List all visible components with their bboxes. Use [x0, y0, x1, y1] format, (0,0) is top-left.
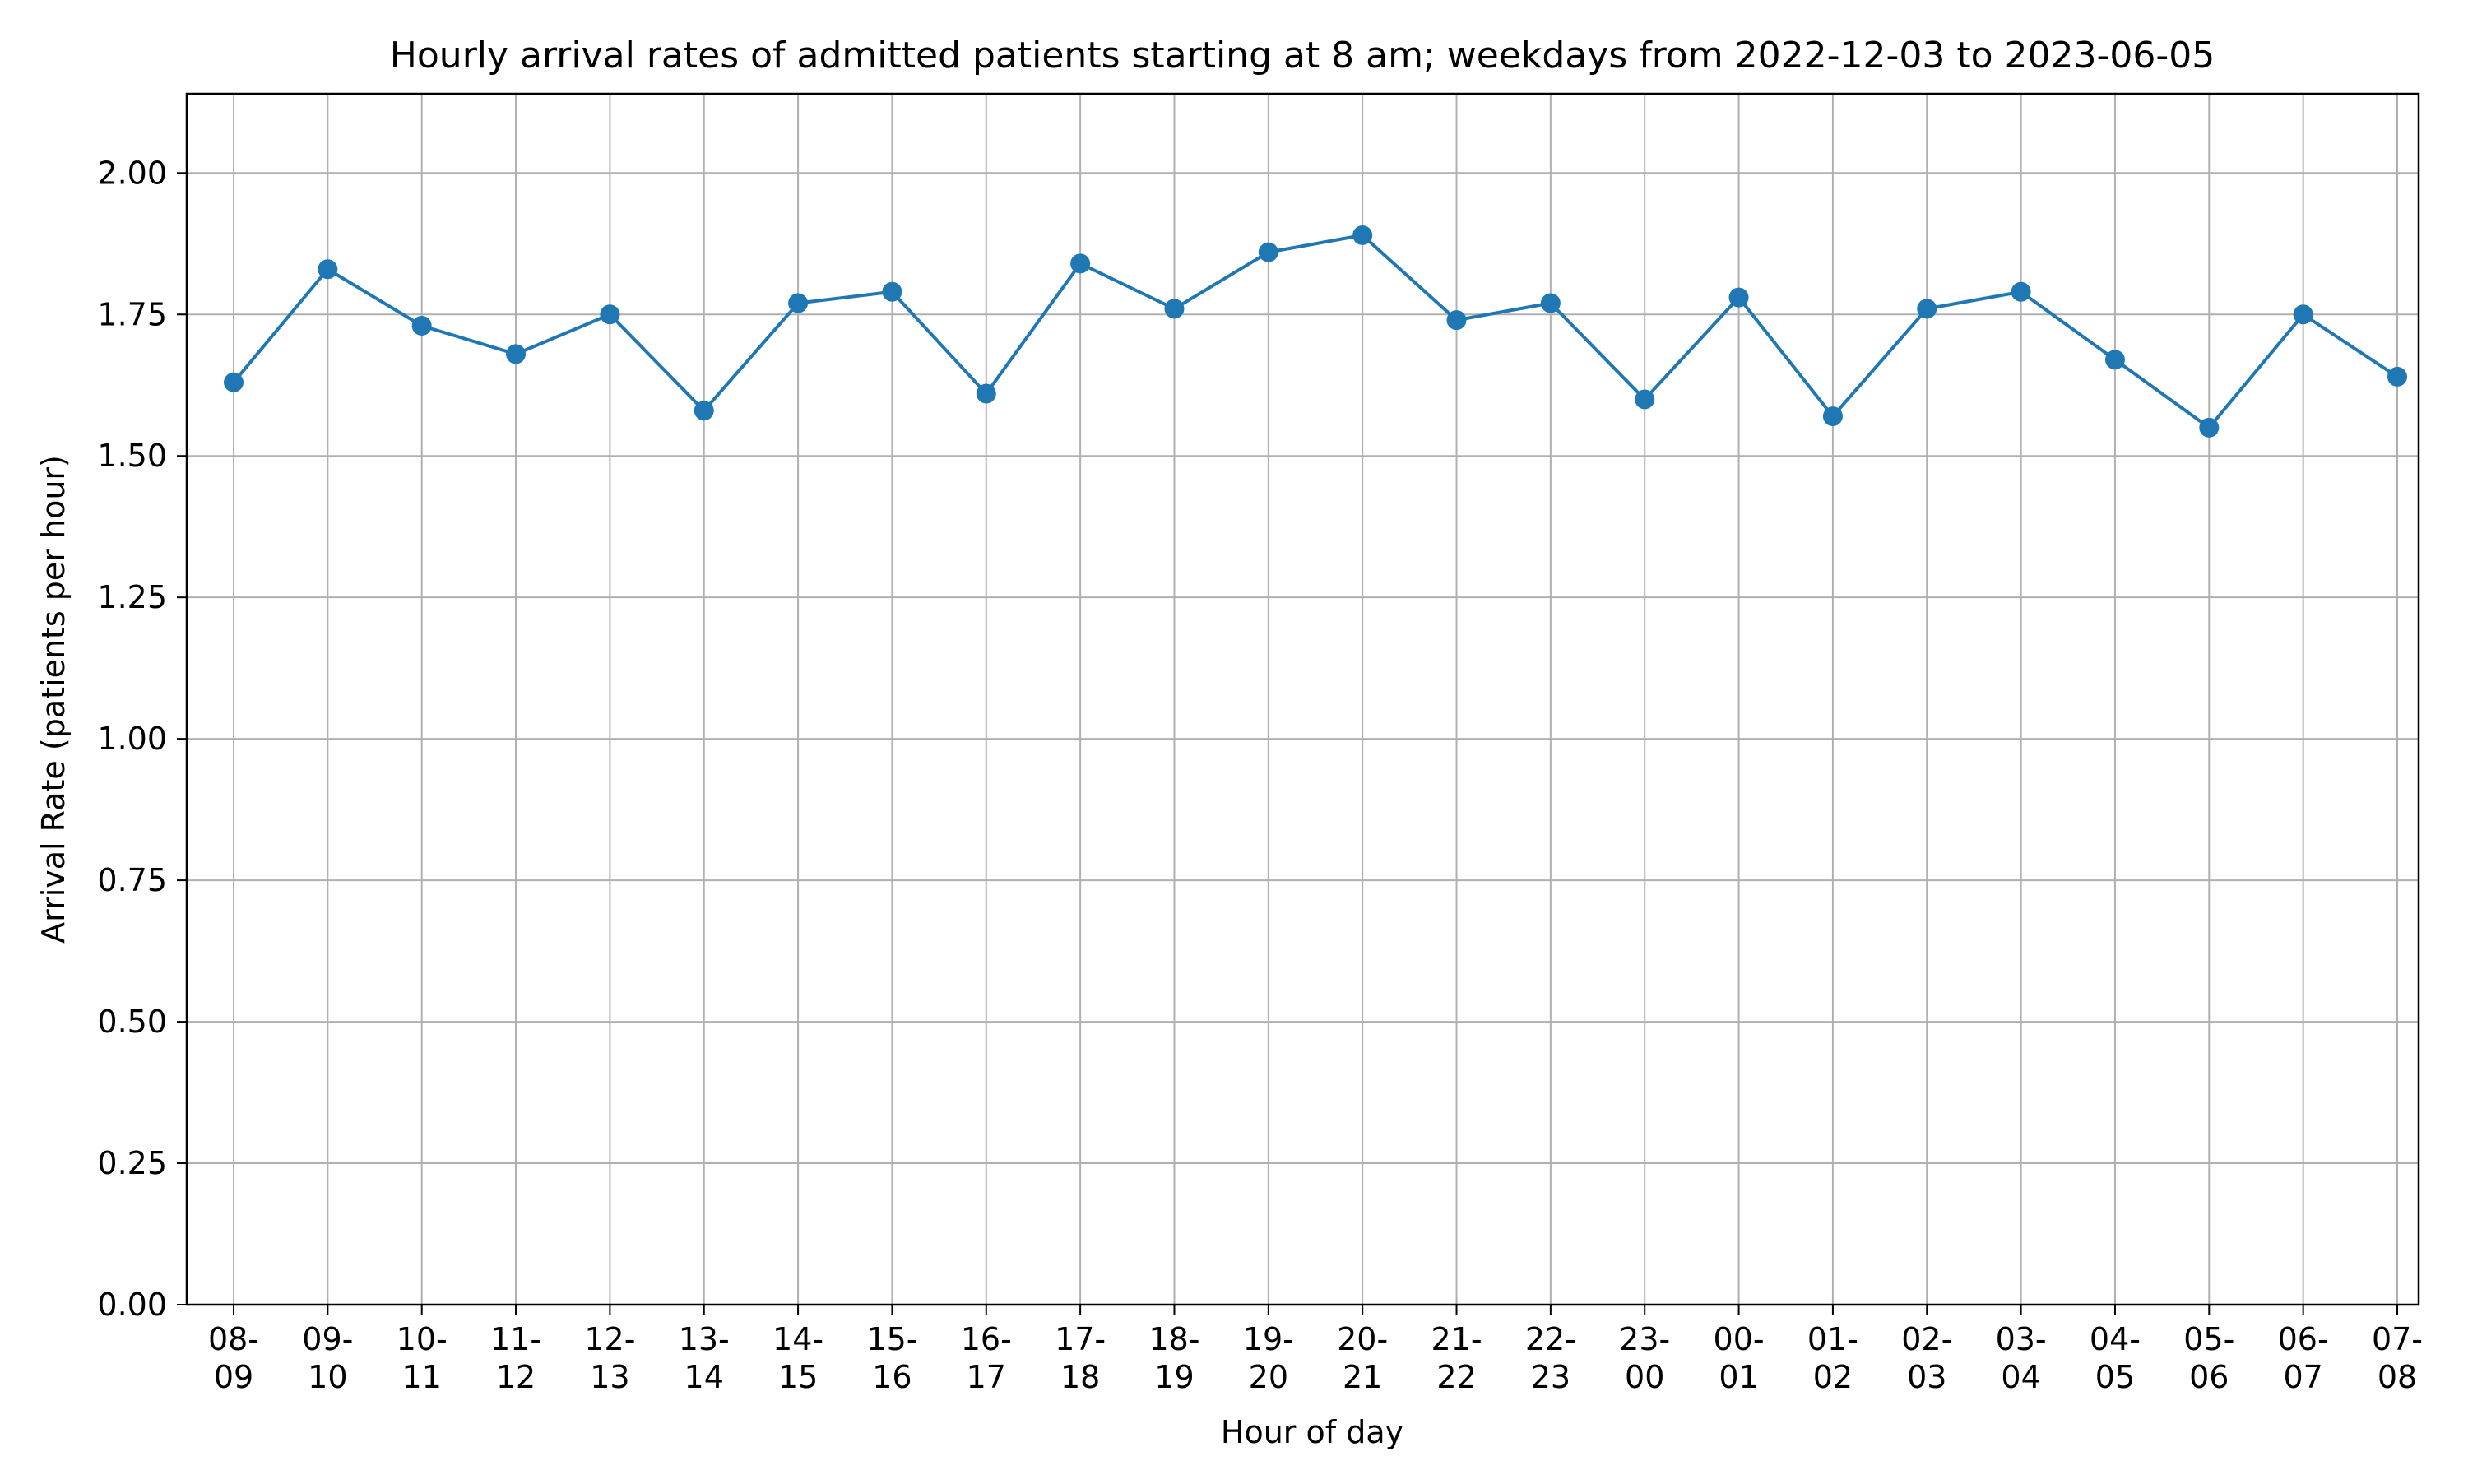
x-tick-label: 07-	[2372, 1321, 2423, 1357]
x-tick-label: 18	[1060, 1359, 1100, 1395]
x-tick-label: 04	[2001, 1359, 2040, 1395]
x-tick-label: 13	[590, 1359, 629, 1395]
x-tick-label: 06	[2189, 1359, 2229, 1395]
x-tick-label: 00-	[1714, 1321, 1765, 1357]
y-tick-label: 1.00	[97, 721, 167, 757]
x-tick-label: 20	[1249, 1359, 1288, 1395]
x-tick-label: 22-	[1525, 1321, 1576, 1357]
x-tick-label: 14-	[772, 1321, 823, 1357]
y-tick-label: 1.50	[97, 438, 167, 474]
data-point-marker	[788, 293, 809, 313]
data-point-marker	[882, 281, 902, 302]
data-point-marker	[1070, 253, 1091, 274]
x-tick-label: 21-	[1431, 1321, 1482, 1357]
x-tick-label: 09-	[302, 1321, 353, 1357]
x-tick-label: 06-	[2278, 1321, 2329, 1357]
chart-title: Hourly arrival rates of admitted patient…	[390, 35, 2215, 77]
x-tick-label: 20-	[1337, 1321, 1388, 1357]
data-point-marker	[411, 316, 432, 336]
x-axis-label: Hour of day	[1221, 1414, 1403, 1450]
x-tick-label: 19	[1154, 1359, 1194, 1395]
y-tick-label: 1.75	[97, 296, 167, 332]
x-tick-label: 09	[214, 1359, 253, 1395]
x-tick-label: 21	[1343, 1359, 1382, 1395]
data-point-marker	[506, 344, 527, 364]
data-point-marker	[1352, 225, 1373, 245]
series-line-layer	[224, 225, 2407, 438]
y-tick-label: 0.75	[97, 862, 167, 898]
x-tick-label: 16	[872, 1359, 912, 1395]
y-tick-label: 2.00	[97, 155, 167, 191]
x-tick-label: 13-	[679, 1321, 730, 1357]
data-point-marker	[976, 383, 996, 404]
x-tick-label: 15-	[866, 1321, 917, 1357]
x-tick-label: 05	[2095, 1359, 2135, 1395]
data-point-marker	[2387, 366, 2407, 387]
y-tick-label: 0.50	[97, 1004, 167, 1040]
y-tick-label: 1.25	[97, 579, 167, 615]
data-point-marker	[1164, 299, 1185, 319]
x-tick-label: 03-	[1996, 1321, 2047, 1357]
x-tick-label: 01-	[1807, 1321, 1858, 1357]
y-axis-label: Arrival Rate (patients per hour)	[35, 455, 72, 944]
x-tick-label: 16-	[961, 1321, 1012, 1357]
x-tick-label: 10-	[397, 1321, 448, 1357]
data-point-marker	[2104, 350, 2125, 370]
x-tick-label: 02-	[1901, 1321, 1952, 1357]
data-point-marker	[1822, 406, 1843, 427]
data-point-marker	[224, 372, 244, 392]
y-tick-label: 0.25	[97, 1145, 167, 1181]
data-point-marker	[2293, 304, 2313, 325]
data-point-marker	[694, 401, 714, 421]
x-tick-label: 08-	[208, 1321, 259, 1357]
series-line	[232, 233, 2399, 429]
x-tick-label: 17	[967, 1359, 1006, 1395]
y-tick-label: 0.00	[97, 1287, 167, 1323]
x-tick-label: 03	[1907, 1359, 1946, 1395]
x-tick-label: 05-	[2183, 1321, 2234, 1357]
x-tick-label: 18-	[1148, 1321, 1199, 1357]
x-tick-label: 02	[1813, 1359, 1853, 1395]
data-point-marker	[1728, 287, 1749, 308]
x-tick-label: 12-	[584, 1321, 635, 1357]
x-tick-label: 01	[1719, 1359, 1758, 1395]
x-tick-label: 11	[402, 1359, 442, 1395]
data-point-marker	[2011, 281, 2031, 302]
x-tick-label: 12	[496, 1359, 536, 1395]
x-tick-label: 17-	[1055, 1321, 1106, 1357]
data-point-marker	[1446, 310, 1467, 331]
x-tick-label: 08	[2378, 1359, 2417, 1395]
x-tick-label: 04-	[2090, 1321, 2141, 1357]
x-tick-label: 15	[778, 1359, 818, 1395]
data-point-marker	[1635, 389, 1655, 410]
data-point-marker	[1540, 293, 1561, 313]
data-point-marker	[2199, 417, 2220, 438]
x-tick-label: 19-	[1243, 1321, 1294, 1357]
x-tick-label: 10	[308, 1359, 347, 1395]
x-tick-label: 22	[1436, 1359, 1476, 1395]
x-tick-label: 00	[1625, 1359, 1664, 1395]
x-tick-label: 07	[2283, 1359, 2322, 1395]
data-point-marker	[318, 259, 338, 280]
data-point-marker	[1258, 242, 1278, 262]
x-tick-label: 23	[1531, 1359, 1570, 1395]
plot-frame	[185, 92, 2420, 1306]
data-point-marker	[1917, 299, 1937, 319]
x-tick-label: 23-	[1619, 1321, 1670, 1357]
x-tick-label: 11-	[490, 1321, 541, 1357]
x-tick-label: 14	[684, 1359, 724, 1395]
data-point-marker	[600, 304, 620, 325]
axes: 08-0909-1010-1111-1212-1313-1414-1515-16…	[97, 155, 2423, 1395]
